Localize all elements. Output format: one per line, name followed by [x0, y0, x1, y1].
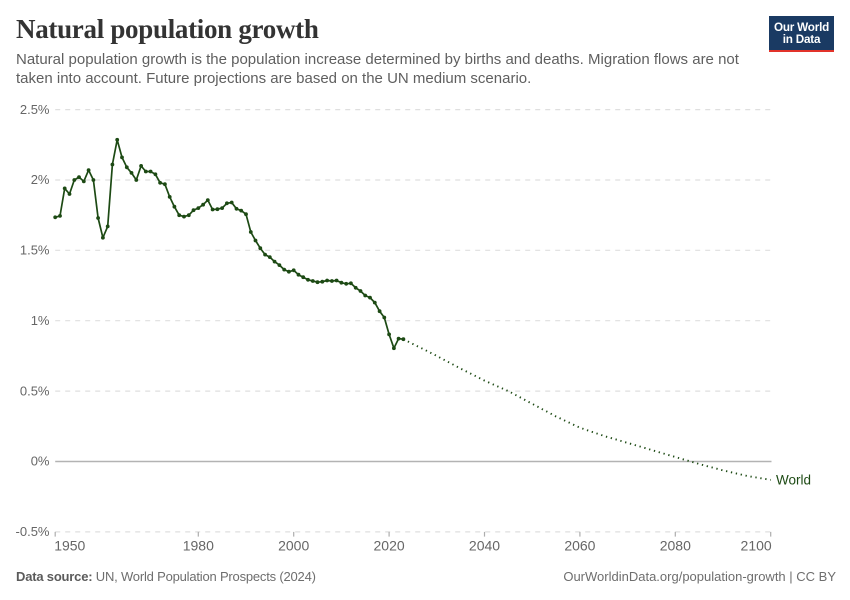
svg-text:-0.5%: -0.5% [16, 524, 50, 539]
svg-text:1%: 1% [31, 313, 50, 328]
svg-text:2080: 2080 [660, 538, 691, 554]
svg-text:1.5%: 1.5% [20, 243, 50, 258]
svg-text:2040: 2040 [469, 538, 500, 554]
svg-text:1980: 1980 [183, 538, 214, 554]
svg-text:0.5%: 0.5% [20, 383, 50, 398]
svg-text:2100: 2100 [741, 538, 772, 554]
svg-text:2000: 2000 [278, 538, 309, 554]
svg-text:1950: 1950 [54, 538, 85, 554]
svg-text:2060: 2060 [564, 538, 595, 554]
svg-text:0%: 0% [31, 454, 50, 469]
svg-text:2%: 2% [31, 172, 50, 187]
svg-text:World: World [776, 473, 811, 488]
svg-text:2020: 2020 [374, 538, 405, 554]
svg-text:2.5%: 2.5% [20, 102, 50, 117]
